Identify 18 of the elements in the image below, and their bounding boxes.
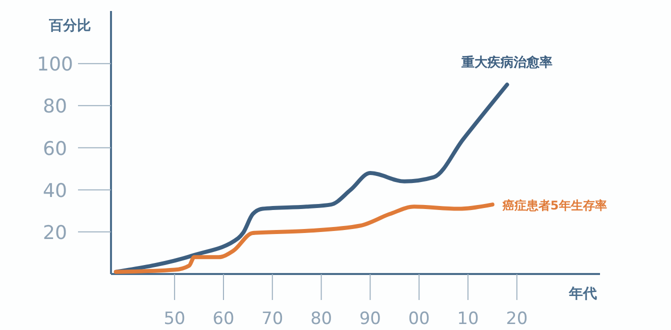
x-tick-label: 50 (164, 309, 186, 329)
y-tick-label: 100 (36, 54, 74, 76)
series-label: 重大疾病治愈率 (460, 54, 553, 71)
x-tick-label: 80 (310, 309, 332, 329)
y-tick-label: 40 (42, 180, 68, 202)
x-tick-label: 20 (506, 309, 528, 329)
series-label: 癌症患者5年生存率 (501, 198, 607, 213)
x-tick-label: 90 (359, 309, 381, 329)
y-tick-label: 20 (42, 222, 68, 244)
x-tick-label: 60 (212, 309, 234, 329)
x-tick-label: 00 (408, 309, 430, 329)
x-tick-label: 70 (262, 309, 284, 329)
x-tick-label: 10 (457, 309, 479, 329)
line-series (114, 202, 494, 274)
y-tick-label: 80 (42, 96, 68, 118)
y-axis-title: 百分比 (48, 18, 91, 34)
x-axis-title: 年代 (568, 286, 597, 302)
y-tick-label: 60 (42, 138, 68, 160)
